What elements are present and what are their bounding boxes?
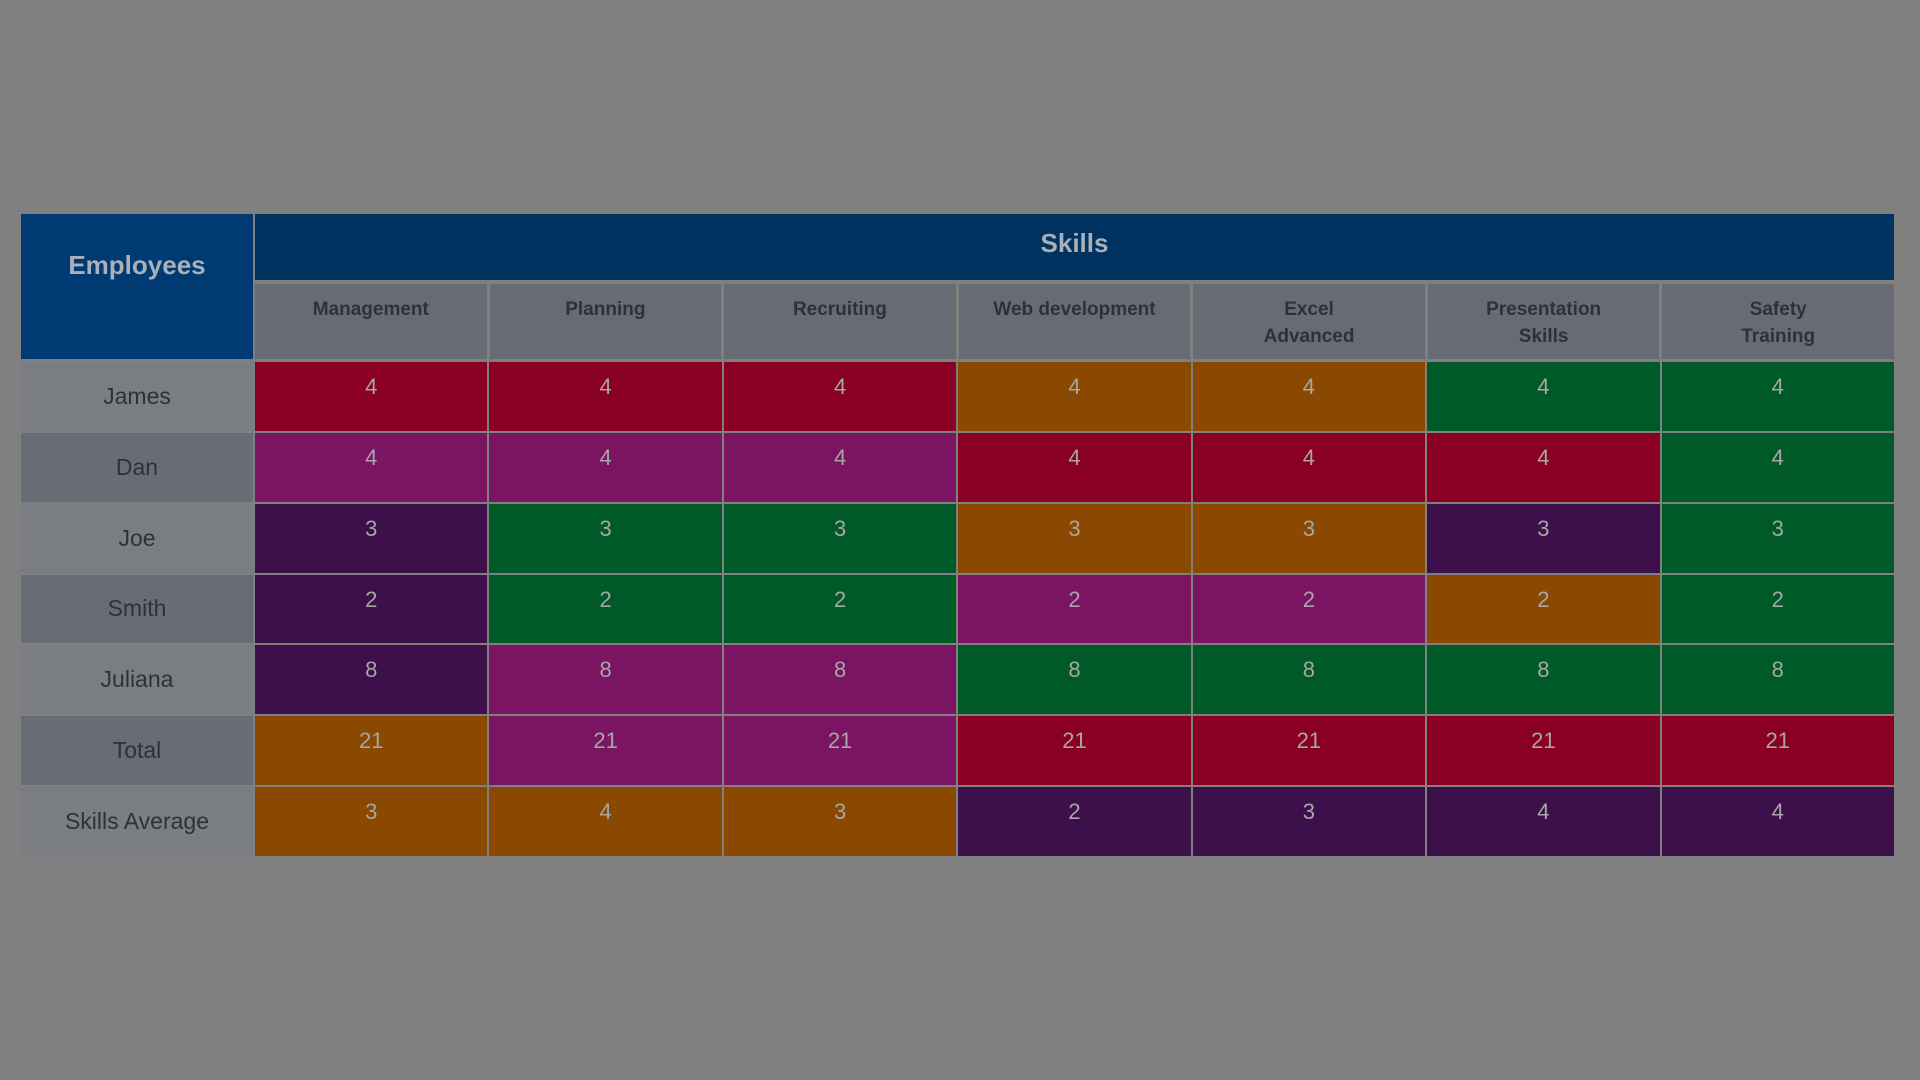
- skill-cell: 3: [958, 503, 1191, 573]
- row-label: Juliana: [21, 645, 253, 715]
- table-row: Juliana 8 8 8 8 8 8 8: [21, 645, 1894, 715]
- skills-matrix-table: Employees Skills Management Planning Recru…: [21, 214, 1894, 856]
- skill-cell: 4: [723, 362, 957, 431]
- skills-header: Skills: [255, 214, 1894, 280]
- skill-cell: 21: [1192, 716, 1426, 786]
- column-header: Presentation Skills: [1427, 284, 1660, 359]
- skill-cell: 21: [489, 716, 722, 786]
- skill-cell: 4: [489, 787, 722, 856]
- skill-cell: 3: [1661, 503, 1894, 573]
- skill-cell: 2: [723, 574, 957, 644]
- skill-cell: 3: [255, 503, 488, 573]
- skill-cell: 4: [1661, 432, 1894, 502]
- skill-cell: 2: [1192, 574, 1426, 644]
- row-label: James: [21, 362, 253, 431]
- column-header: Safety Training: [1662, 284, 1894, 359]
- skill-column-headers: Management Planning Recruiting Web developm…: [255, 284, 1894, 359]
- skill-cell: 8: [489, 645, 722, 715]
- skill-cell: 8: [723, 645, 957, 715]
- table-row: Joe 3 3 3 3 3 3 3: [21, 503, 1894, 573]
- skill-cell: 4: [1192, 362, 1426, 431]
- skill-cell: 4: [1192, 432, 1426, 502]
- skill-cell: 21: [958, 716, 1191, 786]
- table-row: James 4 4 4 4 4 4 4: [21, 362, 1894, 431]
- skill-cell: 4: [1427, 787, 1660, 856]
- skill-cell: 4: [723, 432, 957, 502]
- skill-cell: 8: [1661, 645, 1894, 715]
- employee-rows: James 4 4 4 4 4 4 4 Dan 4 4 4 4 4 4 4 Joe 3 3 3 3 3 3 3 Smith 2 2 2…: [21, 362, 1894, 856]
- skill-cell: 21: [723, 716, 957, 786]
- table-row: Smith 2 2 2 2 2 2 2: [21, 574, 1894, 644]
- column-header: Planning: [489, 284, 722, 359]
- skill-cell: 2: [1661, 574, 1894, 644]
- skill-cell: 4: [1427, 362, 1660, 431]
- skill-cell: 3: [1427, 503, 1660, 573]
- skill-cell: 3: [723, 787, 957, 856]
- table-row: Total 21 21 21 21 21 21 21: [21, 716, 1894, 786]
- column-header: Recruiting: [724, 284, 956, 359]
- skill-cell: 3: [1192, 787, 1426, 856]
- skill-cell: 8: [1427, 645, 1660, 715]
- skill-cell: 21: [1661, 716, 1894, 786]
- row-label: Total: [21, 716, 253, 786]
- skill-cell: 3: [255, 787, 488, 856]
- skill-cell: 2: [255, 574, 488, 644]
- skill-cell: 8: [958, 645, 1191, 715]
- skill-cell: 4: [489, 362, 722, 431]
- skill-cell: 21: [1427, 716, 1660, 786]
- skill-cell: 4: [489, 432, 722, 502]
- skill-cell: 3: [1192, 503, 1426, 573]
- skill-cell: 4: [1661, 362, 1894, 431]
- row-label: Smith: [21, 574, 253, 644]
- skill-cell: 2: [958, 574, 1191, 644]
- table-row: Dan 4 4 4 4 4 4 4: [21, 432, 1894, 502]
- skill-cell: 4: [255, 362, 488, 431]
- skill-cell: 3: [489, 503, 722, 573]
- skill-cell: 4: [255, 432, 488, 502]
- skill-cell: 4: [958, 362, 1191, 431]
- skill-cell: 8: [255, 645, 488, 715]
- skill-cell: 2: [1427, 574, 1660, 644]
- skill-cell: 4: [1661, 787, 1894, 856]
- column-header: Excel Advanced: [1193, 284, 1425, 359]
- table-row: Skills Average 3 4 3 2 3 4 4: [21, 787, 1894, 856]
- skill-cell: 4: [1427, 432, 1660, 502]
- skill-cell: 8: [1192, 645, 1426, 715]
- column-header: Management: [255, 284, 487, 359]
- row-label: Dan: [21, 432, 253, 502]
- row-label: Joe: [21, 503, 253, 573]
- employees-header: Employees: [21, 214, 253, 359]
- skill-cell: 21: [255, 716, 488, 786]
- skill-cell: 3: [723, 503, 957, 573]
- column-header: Web development: [958, 284, 1191, 359]
- skill-cell: 2: [958, 787, 1191, 856]
- row-label: Skills Average: [21, 787, 253, 856]
- skill-cell: 4: [958, 432, 1191, 502]
- skill-cell: 2: [489, 574, 722, 644]
